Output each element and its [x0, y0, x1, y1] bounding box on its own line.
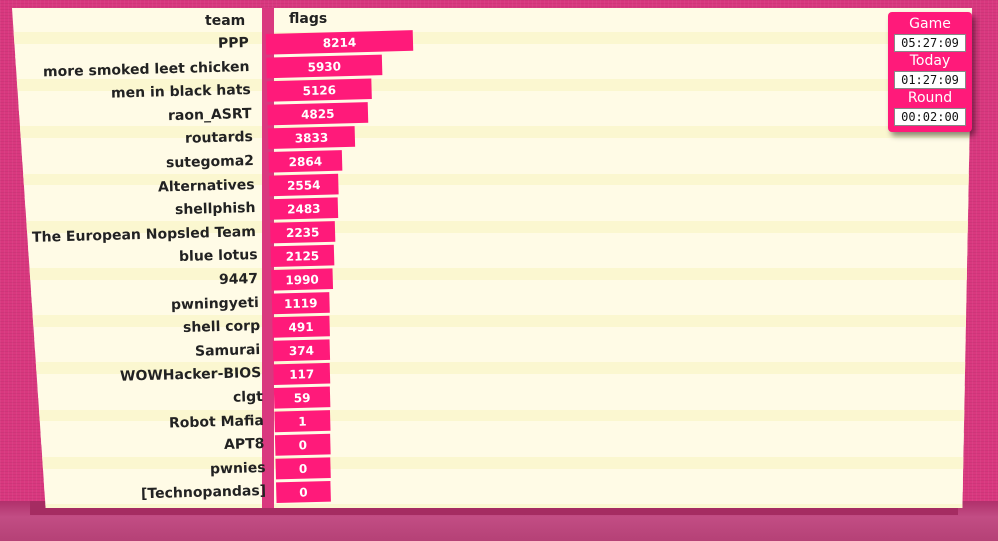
- game-timer-value: 05:27:09: [894, 34, 966, 52]
- bar: [275, 457, 331, 480]
- bar: [273, 386, 331, 409]
- bar-value-label: 3833: [295, 131, 329, 146]
- row-stripe: [12, 386, 972, 398]
- row-stripe: [12, 150, 972, 162]
- row-stripe: [12, 268, 972, 280]
- row-stripe: [12, 409, 972, 422]
- bar: [271, 268, 334, 291]
- bar: [265, 30, 414, 55]
- round-timer-value: 00:02:00: [894, 108, 966, 126]
- row-stripe: [12, 32, 972, 44]
- bar-group: 117: [273, 362, 331, 385]
- flags-bar-chart: 8214 5930 5126 4825 3833 2864 2554 2483 2235 2125…: [265, 30, 414, 503]
- row-stripe: [12, 291, 972, 304]
- flags-column-header: flags: [289, 11, 328, 27]
- bar: [267, 102, 369, 126]
- row-stripe: [12, 79, 972, 91]
- row-stripe: [12, 55, 972, 68]
- bar-value-label: 8214: [323, 35, 357, 50]
- bar-value-label: 1: [298, 415, 307, 429]
- row-stripe: [12, 338, 972, 351]
- team-column-header: team: [205, 13, 246, 29]
- row-stripe: [12, 362, 972, 375]
- bar-group: 2125: [270, 244, 335, 267]
- bar-value-label: 491: [288, 320, 313, 335]
- bar: [275, 480, 331, 503]
- row-stripe: [12, 197, 972, 209]
- bar-group: 0: [275, 480, 331, 503]
- bar-value-label: 5930: [307, 59, 341, 74]
- bar: [273, 362, 331, 385]
- bar-value-label: 5126: [302, 83, 336, 98]
- today-timer-label: Today: [909, 53, 951, 69]
- bar-group: 1119: [271, 292, 330, 315]
- bar-group: 0: [275, 457, 331, 480]
- row-stripe: [12, 315, 972, 327]
- bar-value-label: 0: [299, 485, 308, 499]
- bar-value-label: 4825: [301, 107, 335, 122]
- bar-value-label: 117: [289, 367, 314, 382]
- bar: [270, 244, 335, 267]
- bar-value-label: 2125: [286, 249, 320, 264]
- row-stripe: [12, 433, 972, 445]
- bar: [272, 339, 331, 362]
- bar: [266, 54, 383, 79]
- bar: [271, 292, 330, 315]
- today-timer-value: 01:27:09: [894, 71, 966, 89]
- bar: [272, 315, 330, 338]
- game-timer-label: Game: [909, 16, 951, 32]
- bar-value-label: 2235: [286, 225, 320, 240]
- bar-value-label: 374: [289, 344, 314, 359]
- bar-group: 5930: [266, 54, 383, 79]
- bar-group: 1: [274, 410, 331, 433]
- bar-group: 5126: [266, 78, 372, 102]
- bar-group: 4825: [267, 102, 369, 126]
- bar-group: 374: [272, 339, 331, 362]
- bar-value-label: 2864: [289, 154, 323, 169]
- bar-group: 8214: [265, 30, 414, 55]
- bar-group: 2235: [270, 221, 336, 244]
- bar-value-label: 59: [294, 391, 311, 405]
- bar: [270, 221, 336, 244]
- row-stripe: [12, 244, 972, 257]
- bar-value-label: 0: [298, 438, 307, 452]
- bar-group: 2864: [268, 150, 343, 173]
- row-stripe: [12, 456, 972, 469]
- row-stripe: [12, 126, 972, 139]
- bar-group: 2483: [269, 197, 339, 220]
- scoreboard: team flags PPP more smoked leet chicken me…: [12, 8, 972, 508]
- row-stripe: [12, 102, 972, 115]
- bar-value-label: 0: [299, 462, 308, 476]
- row-stripe: [12, 480, 972, 493]
- bar: [269, 197, 339, 220]
- bar: [267, 126, 356, 149]
- row-stripe: [12, 504, 972, 508]
- bar: [274, 433, 331, 456]
- row-stripe: [12, 220, 972, 233]
- bar-value-label: 1119: [284, 296, 318, 311]
- bar-group: 491: [272, 315, 330, 338]
- bar: [268, 173, 339, 197]
- bar-group: 3833: [267, 126, 356, 149]
- bar-value-label: 2483: [287, 202, 321, 217]
- bar: [266, 78, 372, 102]
- bar: [268, 150, 343, 173]
- bar-group: 0: [274, 433, 331, 456]
- round-timer-label: Round: [907, 90, 953, 106]
- bar-group: 2554: [268, 173, 339, 197]
- bar-group: 59: [273, 386, 331, 409]
- row-stripe: [12, 173, 972, 186]
- bar-value-label: 1990: [285, 273, 319, 288]
- bar: [274, 410, 331, 433]
- bar-value-label: 2554: [287, 178, 321, 193]
- bar-group: 1990: [271, 268, 334, 291]
- timer-panel: Game 05:27:09 Today 01:27:09 Round 00:02…: [888, 12, 972, 132]
